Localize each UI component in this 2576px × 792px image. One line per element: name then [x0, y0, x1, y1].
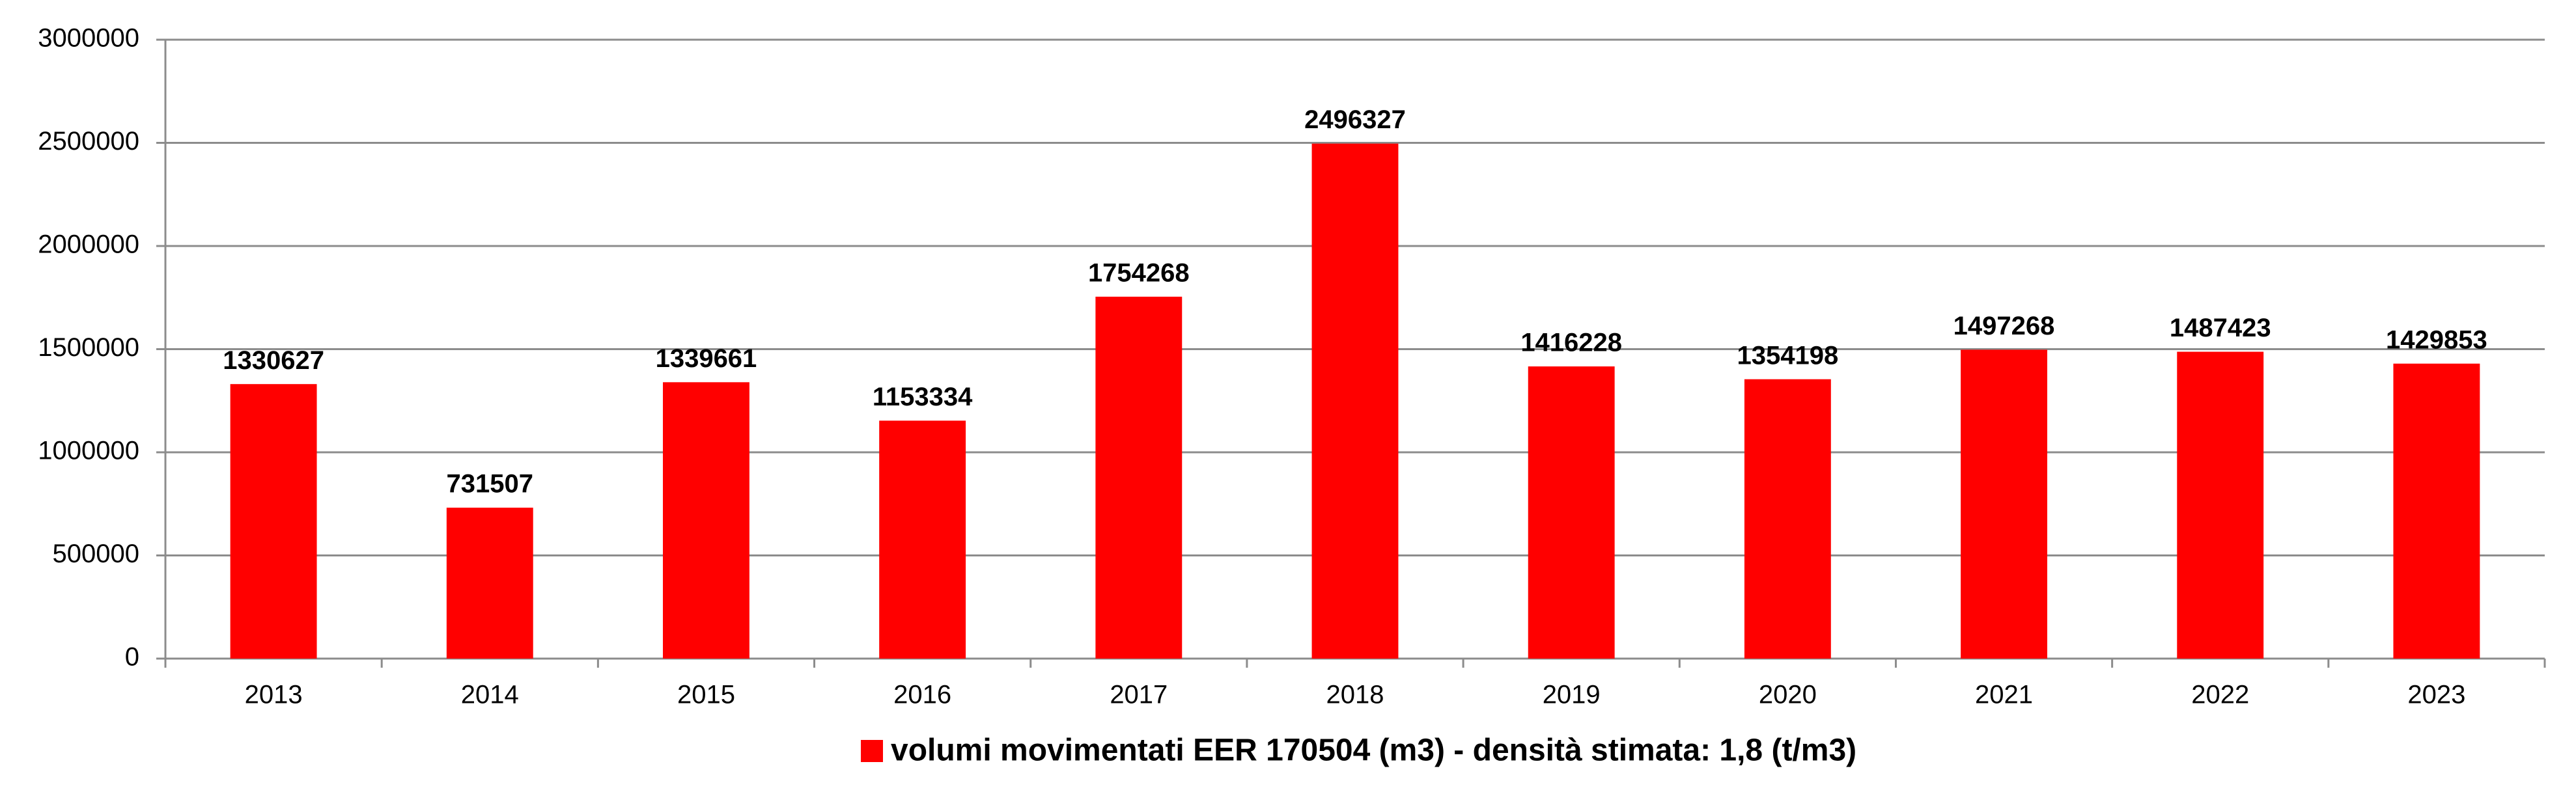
x-tick-label: 2013 [245, 681, 303, 709]
y-tick-label: 500000 [53, 539, 139, 568]
x-tick-label: 2021 [1975, 681, 2033, 709]
y-tick-label: 1000000 [38, 437, 139, 465]
bar [230, 384, 317, 659]
data-label: 1153334 [873, 383, 973, 411]
legend-label: volumi movimentati EER 170504 (m3) - den… [891, 733, 1856, 768]
x-tick-label: 2020 [1759, 681, 1817, 709]
bar [1311, 143, 1399, 659]
bar [1961, 349, 2047, 659]
data-label: 1416228 [1520, 329, 1622, 357]
y-tick-label: 2000000 [38, 230, 139, 259]
data-label: 1487423 [2170, 314, 2271, 342]
x-tick-label: 2018 [1326, 681, 1384, 709]
data-label: 731507 [447, 470, 533, 498]
bar [879, 420, 966, 659]
data-label: 1339661 [656, 344, 757, 373]
x-tick-label: 2017 [1110, 681, 1168, 709]
y-tick-label: 3000000 [38, 24, 139, 53]
y-tick-label: 2500000 [38, 127, 139, 156]
y-tick-label: 0 [125, 643, 139, 672]
data-label: 1429853 [2386, 325, 2487, 354]
y-tick-label: 1500000 [38, 333, 139, 362]
x-tick-label: 2016 [893, 681, 951, 709]
bar [1095, 296, 1183, 659]
data-label: 1754268 [1088, 258, 1190, 287]
legend-swatch [861, 740, 883, 762]
x-tick-label: 2022 [2191, 681, 2249, 709]
x-tick-label: 2019 [1543, 681, 1601, 709]
x-tick-label: 2015 [677, 681, 735, 709]
data-label: 1497268 [1953, 312, 2055, 340]
bar [663, 382, 749, 659]
x-tick-label: 2014 [461, 681, 519, 709]
bar [446, 508, 533, 659]
bar [2177, 351, 2264, 659]
bar [2393, 363, 2480, 659]
data-label: 1354198 [1737, 341, 1838, 370]
x-tick-label: 2023 [2407, 681, 2465, 709]
bar [1528, 366, 1615, 659]
data-label: 2496327 [1304, 105, 1406, 134]
bar [1744, 379, 1831, 659]
data-label: 1330627 [223, 346, 324, 375]
